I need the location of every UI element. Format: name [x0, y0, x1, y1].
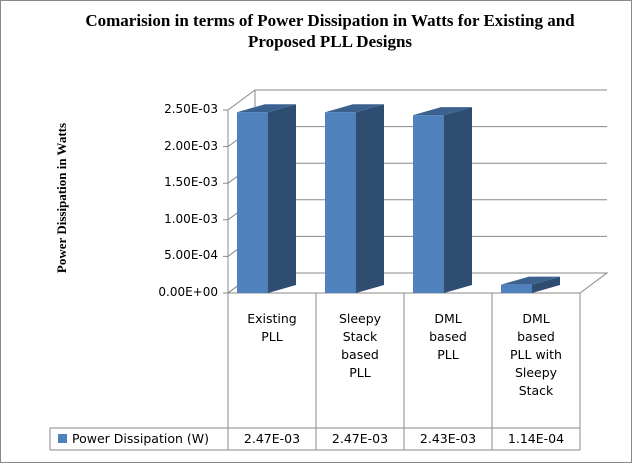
value-label: 1.14E-04	[507, 431, 565, 446]
bar-side	[444, 107, 472, 294]
bar-top	[237, 104, 296, 113]
y-tick-label: 1.50E-03	[164, 175, 218, 190]
y-tick-label: 5.00E-04	[164, 248, 218, 263]
bar	[325, 104, 384, 293]
value-label: 2.43E-03	[419, 431, 477, 446]
grid-line	[227, 89, 607, 111]
bar-front	[501, 284, 532, 293]
bar-top	[325, 104, 384, 113]
x-tick-label: DML based PLL	[429, 311, 467, 362]
x-tick-label: Sleepy Stack based PLL	[338, 311, 382, 380]
bar-front	[413, 115, 444, 294]
value-label: 2.47E-03	[243, 431, 301, 446]
bar-side	[356, 104, 384, 293]
bar	[501, 276, 560, 293]
bar	[413, 107, 472, 294]
y-tick-label: 2.00E-03	[164, 138, 218, 153]
bar-side	[268, 104, 296, 293]
bar-front	[237, 112, 268, 293]
legend-label: Power Dissipation (W)	[72, 431, 209, 446]
bar-front	[325, 112, 356, 293]
bar-top	[413, 107, 472, 116]
bar-top	[501, 276, 560, 285]
y-tick-label: 2.50E-03	[164, 102, 218, 116]
value-label: 2.47E-03	[331, 431, 389, 446]
y-tick-label: 0.00E+00	[158, 285, 218, 299]
y-axis-label: Power Dissipation in Watts	[54, 122, 69, 274]
bar	[237, 104, 296, 293]
bar-side	[532, 276, 560, 293]
chart-title: Comarision in terms of Power Dissipation…	[85, 11, 575, 51]
y-tick-label: 1.00E-03	[164, 211, 218, 226]
legend-swatch	[58, 434, 67, 443]
x-tick-label: DML based PLL with Sleepy Stack	[510, 311, 562, 398]
x-tick-label: Existing PLL	[247, 311, 297, 344]
